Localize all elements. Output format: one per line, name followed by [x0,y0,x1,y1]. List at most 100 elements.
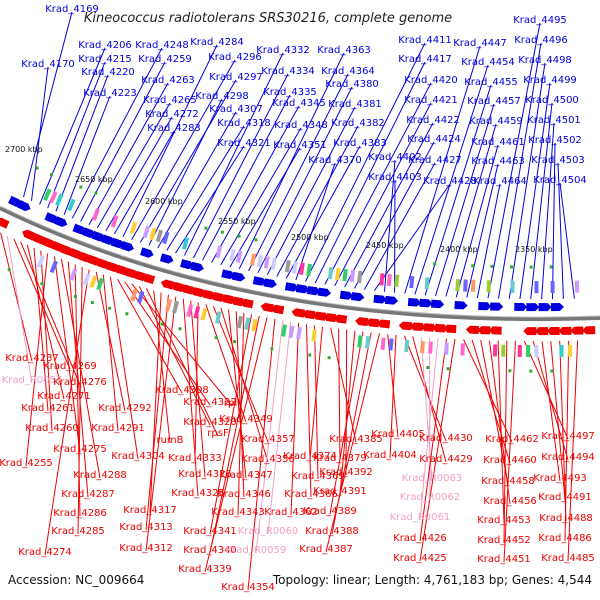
forward-gene-arrow [419,298,433,308]
gene-label: Krad_4354 [221,582,275,593]
forward-gene-arrow [159,253,174,264]
gene-connector [550,340,566,501]
gene-label: Krad_4421 [404,95,458,106]
reverse-gene-arrow [190,287,204,298]
reverse-gene-arrow [132,270,146,282]
cog-block-lower [296,326,302,340]
gene-connector [503,340,516,563]
cog-block-lower [236,315,244,329]
gene-label: Krad_4486 [538,533,592,544]
forward-gene-arrow [306,285,321,296]
gene-label: Krad_4276 [53,377,107,388]
forward-gene-arrow [284,282,299,292]
gene-connector [314,61,426,284]
gene-label: Krad_4320 [183,417,237,428]
rna-marker-upper [490,264,494,268]
gene-label: Krad_4462 [485,434,539,445]
gene-connector [295,162,336,281]
rna-marker-upper [204,226,208,230]
rna-marker-lower [529,369,533,373]
rna-marker-upper [94,191,98,195]
gene-label: Krad_4417 [398,54,452,65]
gene-label: Krad_4451 [477,554,531,565]
gene-label: Krad_4334 [261,66,315,77]
gene-connector [105,116,173,232]
rna-marker-lower [446,367,450,371]
gene-connector [339,330,356,495]
gene-connector [209,315,260,554]
cog-block-lower [281,324,288,337]
gene-label: Krad_4346 [217,489,271,500]
rna-marker-lower [327,356,331,360]
cog-block-lower [559,344,564,357]
rna-marker-lower [508,369,512,373]
gene-label: Krad_R0061 [390,512,451,523]
gene-connector [204,317,268,573]
gene-label: Krad_4502 [528,135,582,146]
gene-connector [238,52,345,270]
gene-connector [145,288,219,437]
gene-label: Krad_4493 [533,473,587,484]
gene-connector [190,300,206,478]
kbp-tick-label: 2600 kbp [145,197,183,206]
cog-block-lower [567,344,573,357]
cog-block-upper [550,280,555,294]
gene-connector [47,61,106,209]
kbp-tick-label: 2500 kbp [291,233,329,242]
forward-gene-arrow [139,247,154,258]
gene-label: Krad_4283 [147,123,201,134]
gene-label: Krad_4341 [183,526,237,537]
reverse-gene-arrow [523,327,537,336]
forward-gene-arrow [91,230,105,242]
gene-label: Krad_4348 [274,120,328,131]
gene-connector [235,311,245,498]
rna-marker-lower [7,268,11,272]
gene-connector [88,82,169,225]
gene-label: Krad_4382 [331,118,385,129]
gene-connector [131,59,236,240]
gene-label: Krad_4269 [43,361,97,372]
cog-block-lower [428,341,433,354]
cog-block-upper [394,274,400,287]
gene-label: Krad_4297 [209,72,263,83]
gene-label: Krad_4460 [483,455,537,466]
gene-label: Krad_4452 [477,535,531,546]
gene-label: Krad_4259 [138,54,192,65]
forward-gene-arrow [478,302,492,311]
forward-gene-arrow [373,294,387,304]
gene-label: Krad_4215 [78,54,132,65]
reverse-gene-arrow [94,258,109,269]
gene-connector [255,320,284,554]
gene-label: Krad_4422 [406,115,460,126]
gene-label: Krad_4488 [539,513,593,524]
gene-label: Krad_4285 [51,526,105,537]
gene-connector [414,64,489,295]
gene-label: Krad_4379 [313,453,367,464]
gene-label: Krad_4503 [531,155,585,166]
reverse-gene-arrow [558,326,572,335]
gene-label: Krad_4265 [143,95,197,106]
gene-connector [182,298,199,497]
gene-label: Krad_4325 [171,488,225,499]
gene-label: Krad_4170 [21,59,75,70]
rna-marker-lower [214,336,218,340]
gene-connector [487,22,541,299]
gene-label: Krad_4388 [305,526,359,537]
rna-marker-upper [433,262,437,266]
kbp-ticks: 2700 kbp 2650 kbp 2600 kbp 2550 kbp 2500 kbp… [5,145,553,254]
gene-label: Krad_4220 [81,67,135,78]
gene-connector [541,122,555,300]
cog-block-lower [380,337,386,350]
gene-connector [202,94,291,261]
gene-label: Krad_4351 [273,140,327,151]
gene-connector [557,162,564,299]
gene-label: Krad_4169 [45,4,99,15]
cog-block-upper [291,261,298,274]
gene-label: rpsF [207,428,229,439]
gene-label: Krad_4385 [329,434,383,445]
reverse-gene-arrow [122,267,137,279]
cog-block-upper [342,268,348,282]
gene-connector [267,321,292,535]
gene-connector [480,340,509,485]
gene-label: Krad_4272 [145,109,199,120]
